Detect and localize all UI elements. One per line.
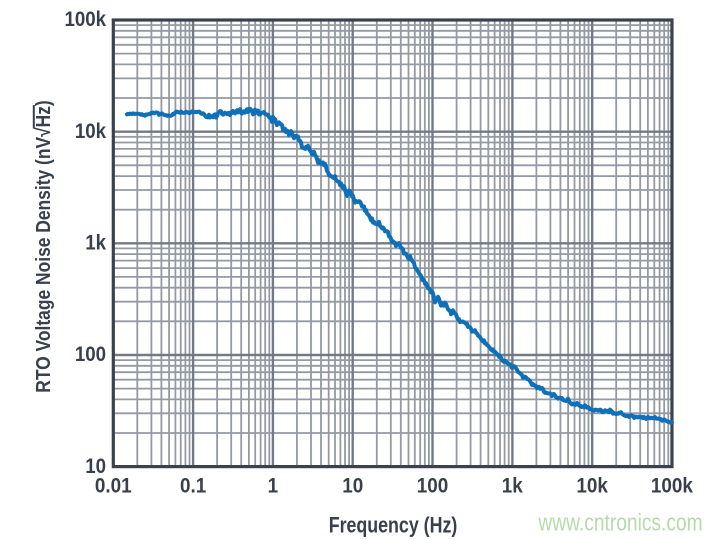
svg-text:Frequency (Hz): Frequency (Hz) [329,514,458,538]
svg-text:1: 1 [268,475,279,498]
svg-text:1k: 1k [85,232,107,255]
svg-text:10: 10 [342,475,363,498]
svg-text:0.1: 0.1 [180,475,206,498]
svg-text:0.01: 0.01 [95,475,132,498]
svg-text:1k: 1k [502,475,524,498]
svg-text:100k: 100k [64,8,106,31]
svg-text:10k: 10k [75,120,107,143]
svg-text:www.cntronics.com: www.cntronics.com [538,508,703,536]
svg-text:10: 10 [85,455,106,478]
svg-text:100k: 100k [651,475,694,498]
svg-text:10k: 10k [576,475,608,498]
svg-text:RTO Voltage Noise Density (nV√: RTO Voltage Noise Density (nV√Hz) [33,100,56,392]
svg-text:100: 100 [417,475,449,498]
svg-text:100: 100 [75,343,106,366]
